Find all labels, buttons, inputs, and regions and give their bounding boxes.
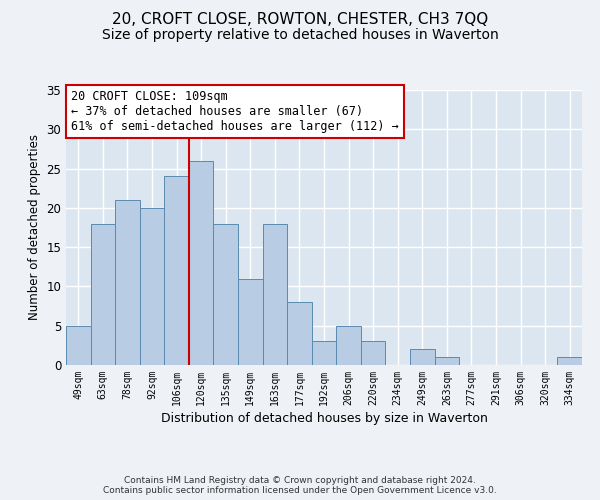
Bar <box>263 224 287 365</box>
X-axis label: Distribution of detached houses by size in Waverton: Distribution of detached houses by size … <box>161 412 487 425</box>
Y-axis label: Number of detached properties: Number of detached properties <box>28 134 41 320</box>
Bar <box>287 302 312 365</box>
Bar <box>336 326 361 365</box>
Bar <box>115 200 140 365</box>
Text: 20 CROFT CLOSE: 109sqm
← 37% of detached houses are smaller (67)
61% of semi-det: 20 CROFT CLOSE: 109sqm ← 37% of detached… <box>71 90 399 133</box>
Bar <box>557 357 582 365</box>
Text: Contains HM Land Registry data © Crown copyright and database right 2024.
Contai: Contains HM Land Registry data © Crown c… <box>103 476 497 495</box>
Bar <box>214 224 238 365</box>
Text: 20, CROFT CLOSE, ROWTON, CHESTER, CH3 7QQ: 20, CROFT CLOSE, ROWTON, CHESTER, CH3 7Q… <box>112 12 488 28</box>
Bar <box>361 342 385 365</box>
Bar <box>91 224 115 365</box>
Bar <box>189 160 214 365</box>
Bar <box>140 208 164 365</box>
Bar <box>410 350 434 365</box>
Bar <box>66 326 91 365</box>
Bar <box>164 176 189 365</box>
Bar <box>238 278 263 365</box>
Bar <box>312 342 336 365</box>
Text: Size of property relative to detached houses in Waverton: Size of property relative to detached ho… <box>101 28 499 42</box>
Bar <box>434 357 459 365</box>
